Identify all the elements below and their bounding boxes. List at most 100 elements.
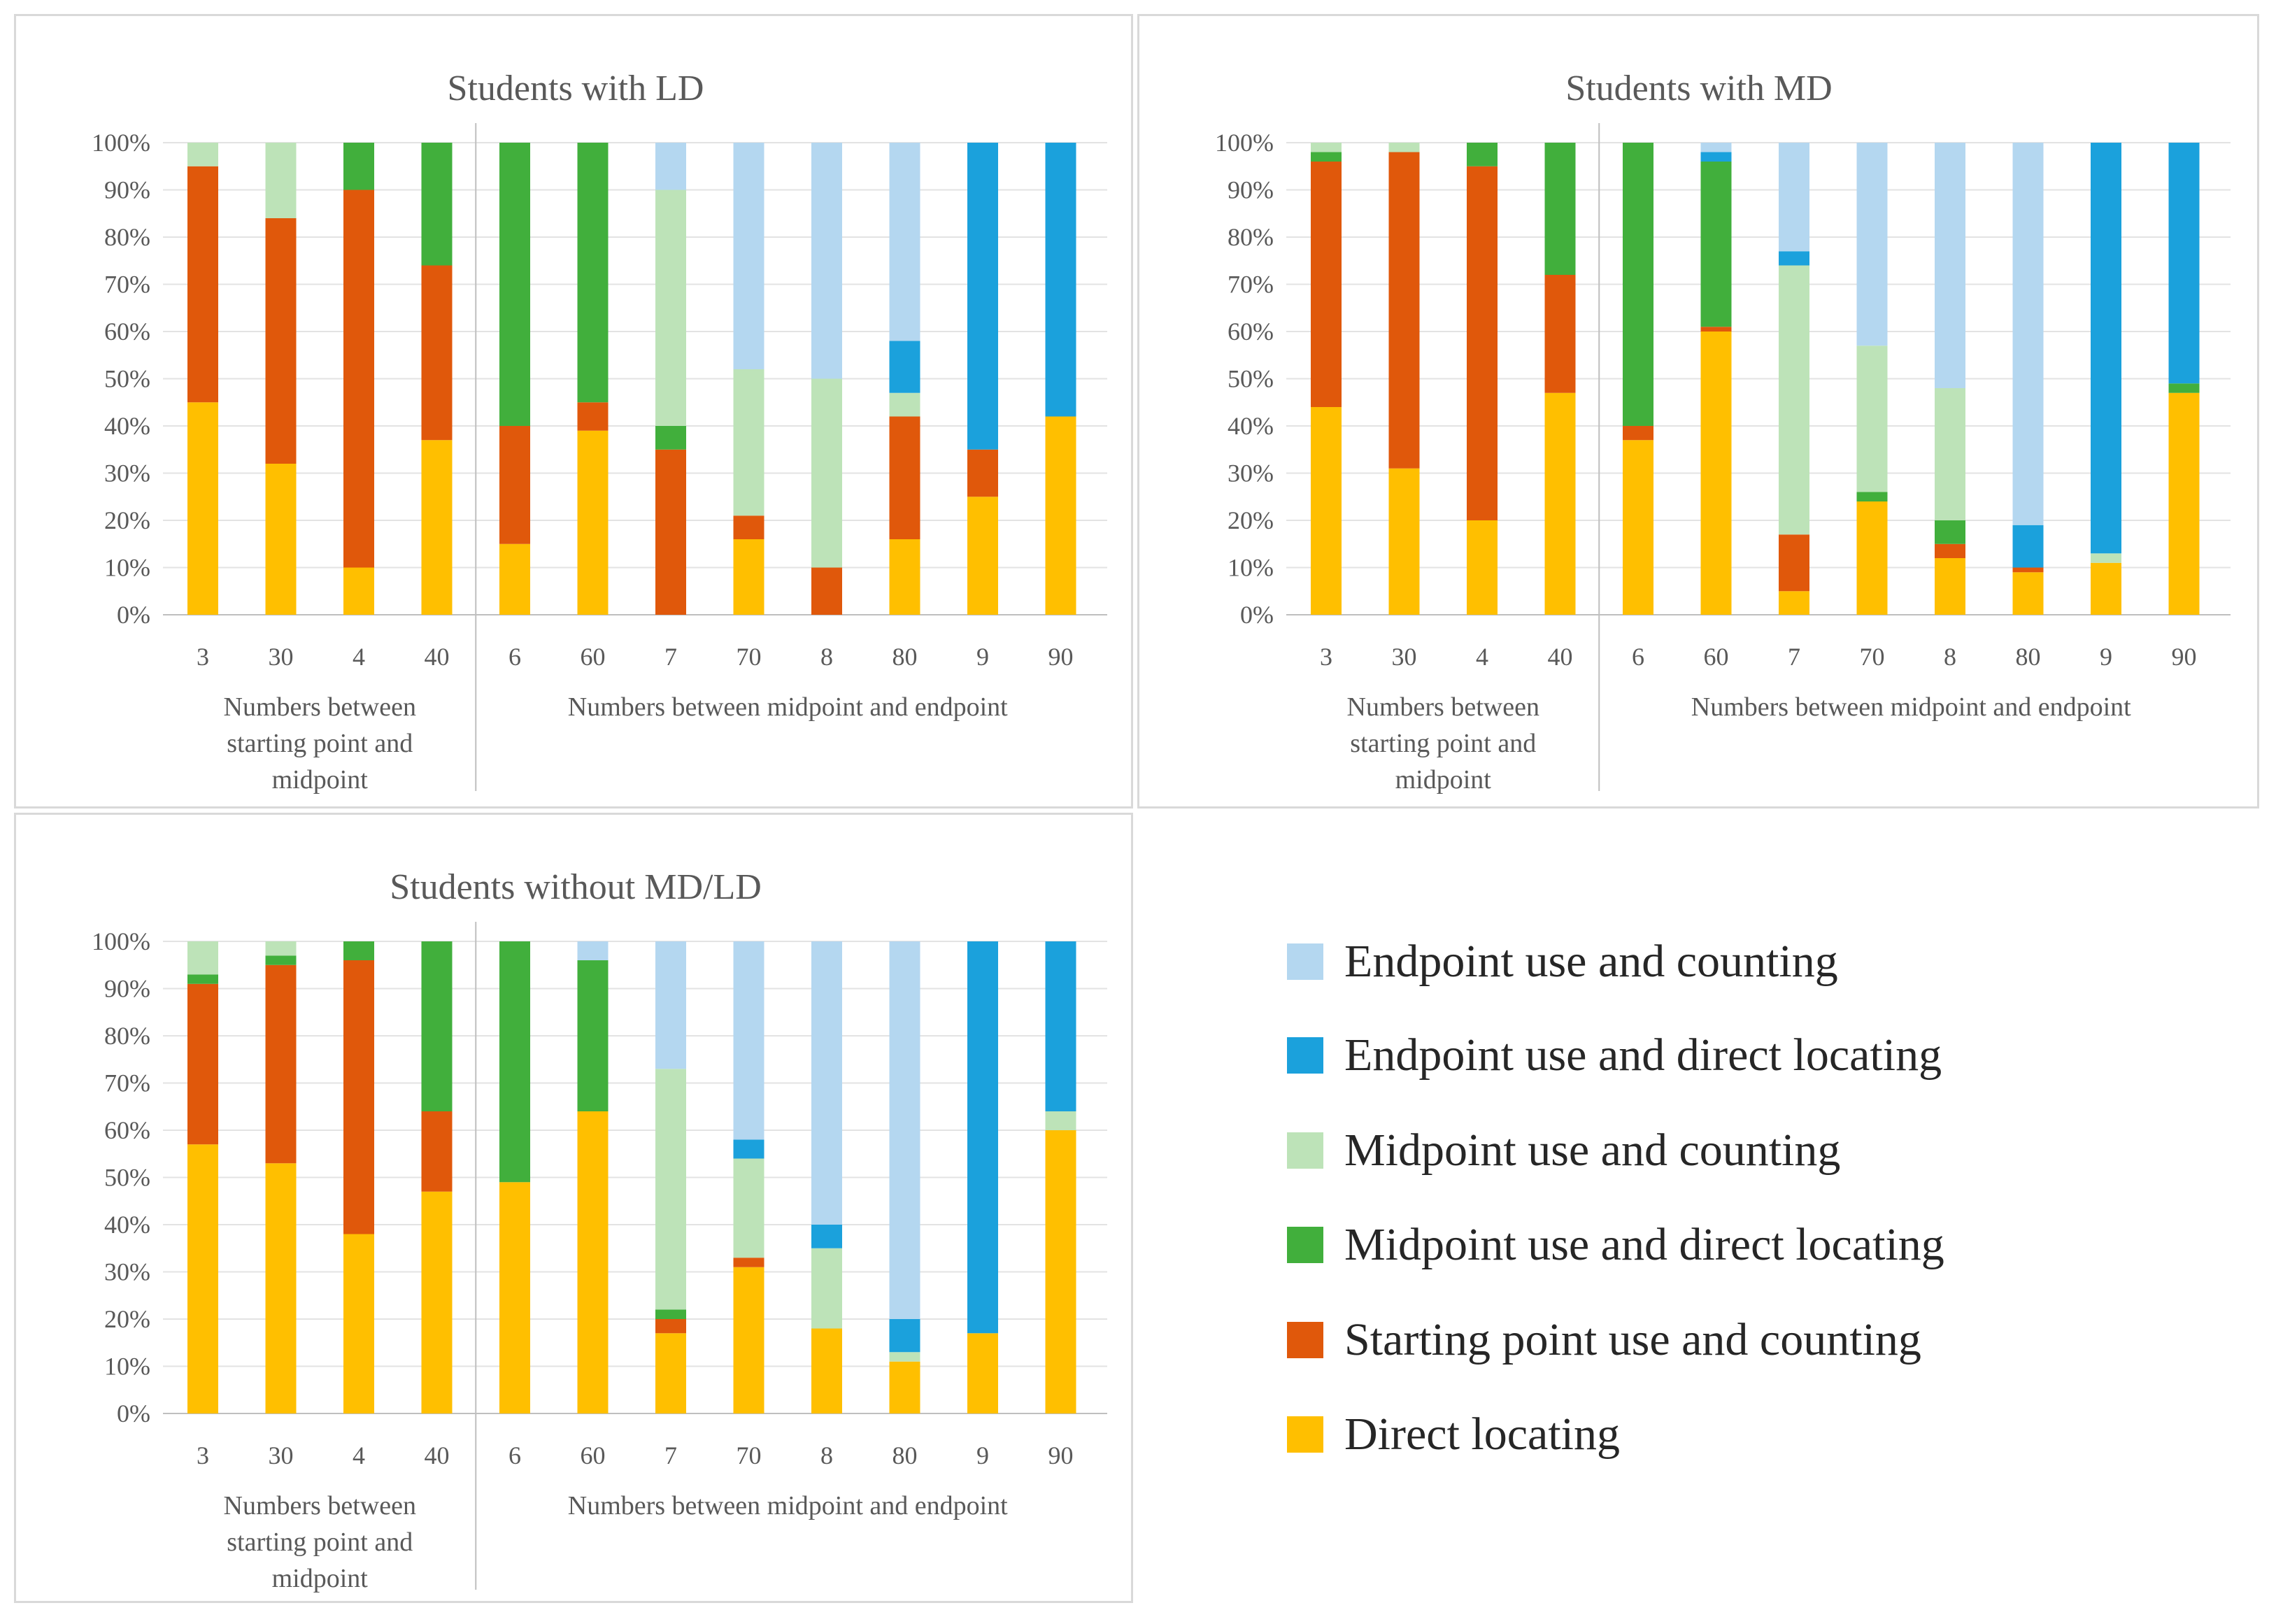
bar-segment-starting-point-use-and-counting-3 bbox=[1311, 162, 1342, 407]
y-tick-label: 90% bbox=[1228, 176, 1274, 204]
legend-item-starting-counting: Starting point use and counting bbox=[1287, 1309, 1921, 1372]
y-tick-label: 60% bbox=[1228, 318, 1274, 346]
bar-segment-endpoint-use-and-direct-locating-70 bbox=[733, 1139, 764, 1159]
legend-item-endpoint-counting: Endpoint use and counting bbox=[1287, 930, 1838, 993]
bar-segment-starting-point-use-and-counting-7 bbox=[655, 449, 686, 615]
bar-segment-starting-point-use-and-counting-30 bbox=[265, 964, 297, 1164]
bar-segment-direct-locating-40 bbox=[1544, 392, 1576, 615]
chart-without-md-ld: Students without MD/LD 0% 10% 20% 30% 40% 50% 6… bbox=[92, 867, 1107, 1593]
bar-segment-starting-point-use-and-counting-6 bbox=[499, 426, 530, 544]
legend-swatch-endpoint-direct bbox=[1287, 1037, 1323, 1074]
bar-segment-direct-locating-30 bbox=[265, 464, 297, 615]
bar-segment-direct-locating-7 bbox=[655, 1333, 686, 1413]
x-tick-label: 80 bbox=[892, 643, 918, 671]
x-tick-label: 4 bbox=[353, 643, 365, 671]
x-tick-label: 6 bbox=[1632, 643, 1644, 671]
legend-item-midpoint-counting: Midpoint use and counting bbox=[1287, 1119, 1840, 1182]
y-tick-label: 40% bbox=[104, 1211, 150, 1239]
x-tick-label: 3 bbox=[197, 643, 209, 671]
y-tick-label: 20% bbox=[1228, 506, 1274, 534]
y-tick-label: 90% bbox=[104, 176, 150, 204]
bar-segment-midpoint-use-and-direct-locating-40 bbox=[1544, 143, 1576, 275]
bar-segment-starting-point-use-and-counting-4 bbox=[1467, 166, 1498, 520]
group-label: starting point and bbox=[227, 729, 413, 758]
bar-segment-direct-locating-30 bbox=[1388, 468, 1420, 615]
y-tick-label: 20% bbox=[104, 506, 150, 534]
legend-label: Midpoint use and direct locating bbox=[1344, 1219, 1944, 1270]
bar-segment-endpoint-use-and-direct-locating-90 bbox=[1045, 143, 1076, 417]
bar-segment-midpoint-use-and-counting-30 bbox=[265, 941, 297, 956]
x-tick-label: 4 bbox=[1476, 643, 1488, 671]
legend-label: Direct locating bbox=[1344, 1409, 1621, 1460]
bar-segment-starting-point-use-and-counting-7 bbox=[655, 1319, 686, 1334]
bar-segment-endpoint-use-and-counting-7 bbox=[1779, 143, 1809, 252]
bar-segment-endpoint-use-and-counting-70 bbox=[1856, 143, 1888, 346]
bar-segment-midpoint-use-and-counting-70 bbox=[733, 369, 764, 516]
bar-segment-endpoint-use-and-counting-80 bbox=[889, 143, 920, 341]
bar-segment-endpoint-use-and-direct-locating-9 bbox=[967, 941, 998, 1334]
group-label: Numbers between midpoint and endpoint bbox=[568, 692, 1008, 722]
x-tick-label: 9 bbox=[2100, 643, 2112, 671]
x-tick-label: 60 bbox=[581, 643, 606, 671]
x-tick-label: 9 bbox=[976, 643, 989, 671]
legend-swatch-midpoint-direct bbox=[1287, 1227, 1323, 1263]
bar-segment-direct-locating-4 bbox=[343, 567, 374, 615]
legend-item-endpoint-direct: Endpoint use and direct locating bbox=[1287, 1024, 1942, 1087]
group-label: Numbers between bbox=[1347, 692, 1539, 722]
y-tick-label: 90% bbox=[104, 975, 150, 1003]
x-tick-label: 60 bbox=[1704, 643, 1729, 671]
chart-title: Students without MD/LD bbox=[390, 867, 762, 907]
bar-segment-endpoint-use-and-counting-7 bbox=[655, 941, 686, 1069]
bar-segment-starting-point-use-and-counting-3 bbox=[187, 983, 218, 1145]
bar-segment-midpoint-use-and-counting-3 bbox=[1311, 143, 1342, 152]
y-tick-label: 10% bbox=[1228, 554, 1274, 582]
bar-segment-midpoint-use-and-counting-7 bbox=[1779, 265, 1809, 535]
bar-segment-midpoint-use-and-direct-locating-4 bbox=[343, 941, 374, 960]
x-tick-label: 30 bbox=[269, 643, 294, 671]
x-tick-label: 30 bbox=[269, 1441, 294, 1469]
bar-segment-endpoint-use-and-counting-80 bbox=[2012, 143, 2044, 525]
bar-segment-midpoint-use-and-direct-locating-40 bbox=[421, 941, 453, 1111]
y-tick-label: 50% bbox=[104, 365, 150, 393]
bar-segment-starting-point-use-and-counting-80 bbox=[889, 416, 920, 539]
chart-panel-ld: Students with LD 0% 10% 20% 30% 40% 50% 60% 70% 8… bbox=[14, 14, 1133, 809]
bar-segment-midpoint-use-and-counting-30 bbox=[265, 143, 297, 218]
bar-segment-starting-point-use-and-counting-60 bbox=[577, 402, 609, 431]
bar-segment-midpoint-use-and-counting-90 bbox=[1045, 1111, 1076, 1130]
bar-segment-midpoint-use-and-counting-70 bbox=[1856, 346, 1888, 492]
bar-segment-starting-point-use-and-counting-6 bbox=[1623, 426, 1653, 441]
x-tick-label: 70 bbox=[1860, 643, 1885, 671]
y-tick-label: 30% bbox=[104, 460, 150, 487]
x-tick-label: 9 bbox=[976, 1441, 989, 1469]
x-tick-label: 90 bbox=[1048, 1441, 1074, 1469]
y-tick-label: 10% bbox=[104, 1353, 150, 1381]
bar-segment-endpoint-use-and-direct-locating-9 bbox=[2091, 143, 2121, 554]
y-tick-label: 0% bbox=[117, 1399, 150, 1427]
bar-segment-midpoint-use-and-direct-locating-90 bbox=[2168, 383, 2200, 393]
bar-segment-direct-locating-70 bbox=[1856, 501, 1888, 615]
bar-segment-direct-locating-6 bbox=[499, 1182, 530, 1413]
bar-segment-endpoint-use-and-counting-80 bbox=[889, 941, 920, 1319]
x-tick-label: 90 bbox=[2172, 643, 2197, 671]
bar-segment-direct-locating-4 bbox=[343, 1234, 374, 1413]
legend-swatch-direct-locating bbox=[1287, 1416, 1323, 1453]
bar-segment-starting-point-use-and-counting-3 bbox=[187, 166, 218, 403]
bar-segment-midpoint-use-and-counting-30 bbox=[1388, 143, 1420, 152]
bar-segment-direct-locating-70 bbox=[733, 539, 764, 615]
bar-segment-direct-locating-90 bbox=[1045, 1130, 1076, 1413]
y-tick-label: 60% bbox=[104, 318, 150, 346]
legend-label: Starting point use and counting bbox=[1344, 1314, 1921, 1365]
legend-label: Endpoint use and direct locating bbox=[1344, 1030, 1942, 1081]
x-tick-label: 7 bbox=[664, 643, 677, 671]
bar-segment-midpoint-use-and-counting-7 bbox=[655, 1069, 686, 1310]
bar-segment-direct-locating-60 bbox=[577, 1111, 609, 1413]
bar-segment-direct-locating-9 bbox=[967, 497, 998, 615]
x-tick-label: 70 bbox=[737, 643, 762, 671]
bar-segment-direct-locating-90 bbox=[1045, 416, 1076, 615]
y-tick-label: 80% bbox=[104, 1022, 150, 1050]
bar-segment-starting-point-use-and-counting-70 bbox=[733, 515, 764, 539]
bar-segment-midpoint-use-and-direct-locating-60 bbox=[577, 960, 609, 1111]
x-tick-label: 60 bbox=[581, 1441, 606, 1469]
chart-ld: Students with LD 0% 10% 20% 30% 40% 50% 60% 70% 8… bbox=[92, 69, 1107, 795]
x-tick-label: 30 bbox=[1392, 643, 1417, 671]
